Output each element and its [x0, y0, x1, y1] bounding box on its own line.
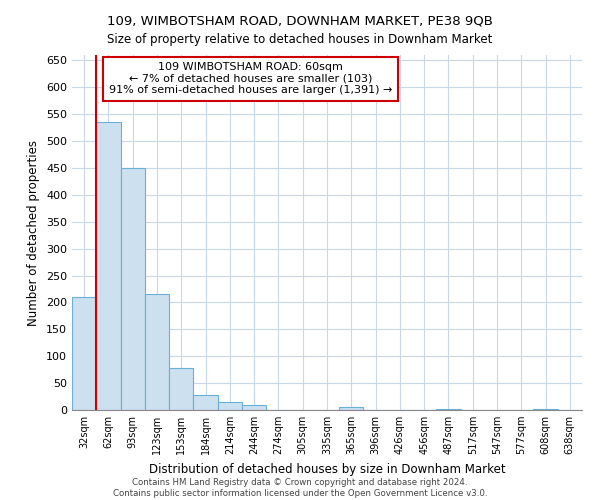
Bar	[121, 168, 145, 410]
Bar	[169, 368, 193, 410]
Text: Size of property relative to detached houses in Downham Market: Size of property relative to detached ho…	[107, 32, 493, 46]
Bar	[436, 409, 461, 410]
Text: Contains HM Land Registry data © Crown copyright and database right 2024.
Contai: Contains HM Land Registry data © Crown c…	[113, 478, 487, 498]
Bar	[72, 297, 96, 410]
Bar	[242, 404, 266, 410]
Text: 109, WIMBOTSHAM ROAD, DOWNHAM MARKET, PE38 9QB: 109, WIMBOTSHAM ROAD, DOWNHAM MARKET, PE…	[107, 15, 493, 28]
Bar	[96, 122, 121, 410]
Bar	[533, 409, 558, 410]
X-axis label: Distribution of detached houses by size in Downham Market: Distribution of detached houses by size …	[149, 462, 505, 475]
Text: 109 WIMBOTSHAM ROAD: 60sqm
← 7% of detached houses are smaller (103)
91% of semi: 109 WIMBOTSHAM ROAD: 60sqm ← 7% of detac…	[109, 62, 392, 96]
Bar	[193, 395, 218, 410]
Bar	[218, 402, 242, 410]
Bar	[339, 408, 364, 410]
Y-axis label: Number of detached properties: Number of detached properties	[28, 140, 40, 326]
Bar	[145, 294, 169, 410]
